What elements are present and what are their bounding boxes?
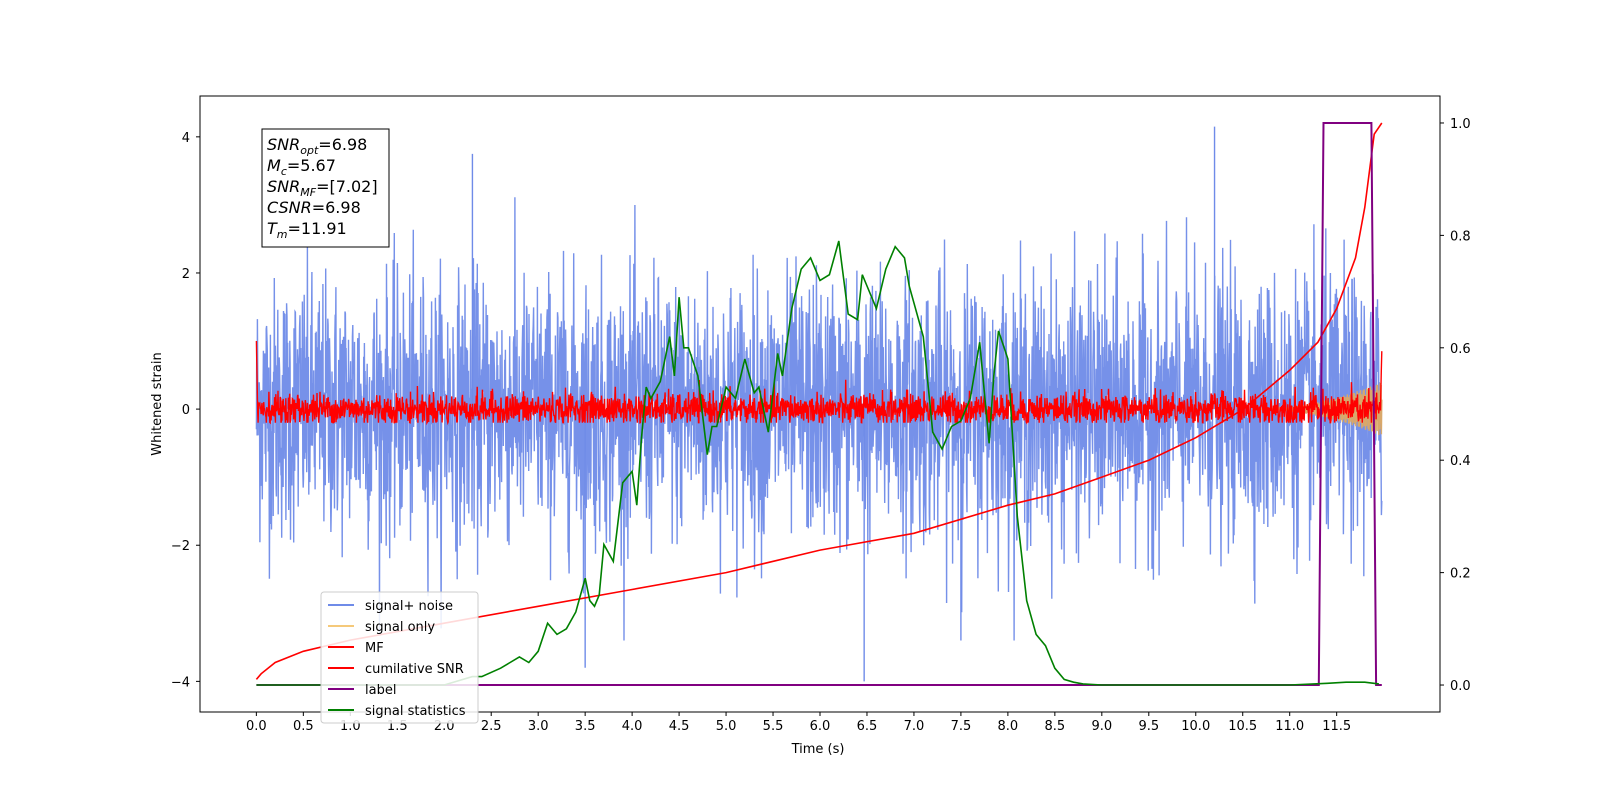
x-tick-label: 6.5 xyxy=(857,719,878,734)
x-tick-label: 3.0 xyxy=(528,719,549,734)
series-signal-noise-line xyxy=(255,197,1383,641)
x-tick-label: 10.5 xyxy=(1228,719,1257,734)
series-signal-statistics-line xyxy=(256,240,1379,686)
y2-tick-label: 0.0 xyxy=(1450,679,1471,694)
legend-label: MF xyxy=(365,641,384,656)
x-tick-label: 9.0 xyxy=(1091,719,1112,734)
legend-label: signal only xyxy=(365,620,435,635)
x-tick-label: 11.0 xyxy=(1275,719,1304,734)
y-axis-label: Whitened strain xyxy=(150,352,165,455)
legend-label: signal statistics xyxy=(365,704,466,719)
axes-layer: 0.0 0.5 1.0 1.5 2.0 2.5 3.0 3.5 4.0 4.5 5.0 5.5 6.0 6… xyxy=(171,117,1471,734)
x-tick-label: 0.0 xyxy=(246,719,267,734)
annotation-line: CSNR=6.98 xyxy=(267,198,361,217)
y2-tick-label: 0.8 xyxy=(1450,229,1471,244)
legend-label: signal+ noise xyxy=(365,599,453,614)
y-tick-label: 4 xyxy=(182,131,190,146)
y-tick-label: −4 xyxy=(171,675,190,690)
x-tick-label: 9.5 xyxy=(1138,719,1159,734)
x-axis-label: Time (s) xyxy=(791,742,845,757)
y2-tick-label: 1.0 xyxy=(1450,117,1471,132)
x-tick-label: 6.0 xyxy=(810,719,831,734)
y2-tick-label: 0.4 xyxy=(1450,454,1471,469)
x-tick-label: 5.5 xyxy=(763,719,784,734)
annotation-line: Mc=5.67 xyxy=(267,156,336,178)
x-tick-label: 2.5 xyxy=(481,719,502,734)
x-tick-label: 8.0 xyxy=(998,719,1019,734)
x-tick-label: 7.0 xyxy=(904,719,925,734)
x-tick-label: 0.5 xyxy=(293,719,314,734)
annotation-line: Tm=11.91 xyxy=(267,219,347,241)
x-tick-label: 7.5 xyxy=(951,719,972,734)
legend: signal+ noise signal only MF cumilative SNR… xyxy=(320,591,479,724)
series-mf-line xyxy=(255,340,1383,426)
x-tick-label: 4.0 xyxy=(622,719,643,734)
x-tick-label: 11.5 xyxy=(1322,719,1351,734)
legend-frame xyxy=(320,591,479,724)
x-tick-label: 10.0 xyxy=(1181,719,1210,734)
legend-label: label xyxy=(365,683,396,698)
y-tick-label: 2 xyxy=(182,267,190,282)
x-tick-label: 5.0 xyxy=(716,719,737,734)
y2-tick-label: 0.6 xyxy=(1450,342,1471,357)
annotation-box-frame xyxy=(261,128,390,248)
y2-tick-label: 0.2 xyxy=(1450,567,1471,582)
x-tick-label: 4.5 xyxy=(669,719,690,734)
annotation-line: SNRMF=[7.02] xyxy=(267,177,378,199)
y-tick-label: −2 xyxy=(171,539,190,554)
annotation-line: SNRopt=6.98 xyxy=(267,135,367,157)
legend-label: cumilative SNR xyxy=(365,662,464,677)
y-tick-label: 0 xyxy=(182,403,190,418)
x-tick-label: 8.5 xyxy=(1045,719,1066,734)
x-tick-label: 3.5 xyxy=(575,719,596,734)
